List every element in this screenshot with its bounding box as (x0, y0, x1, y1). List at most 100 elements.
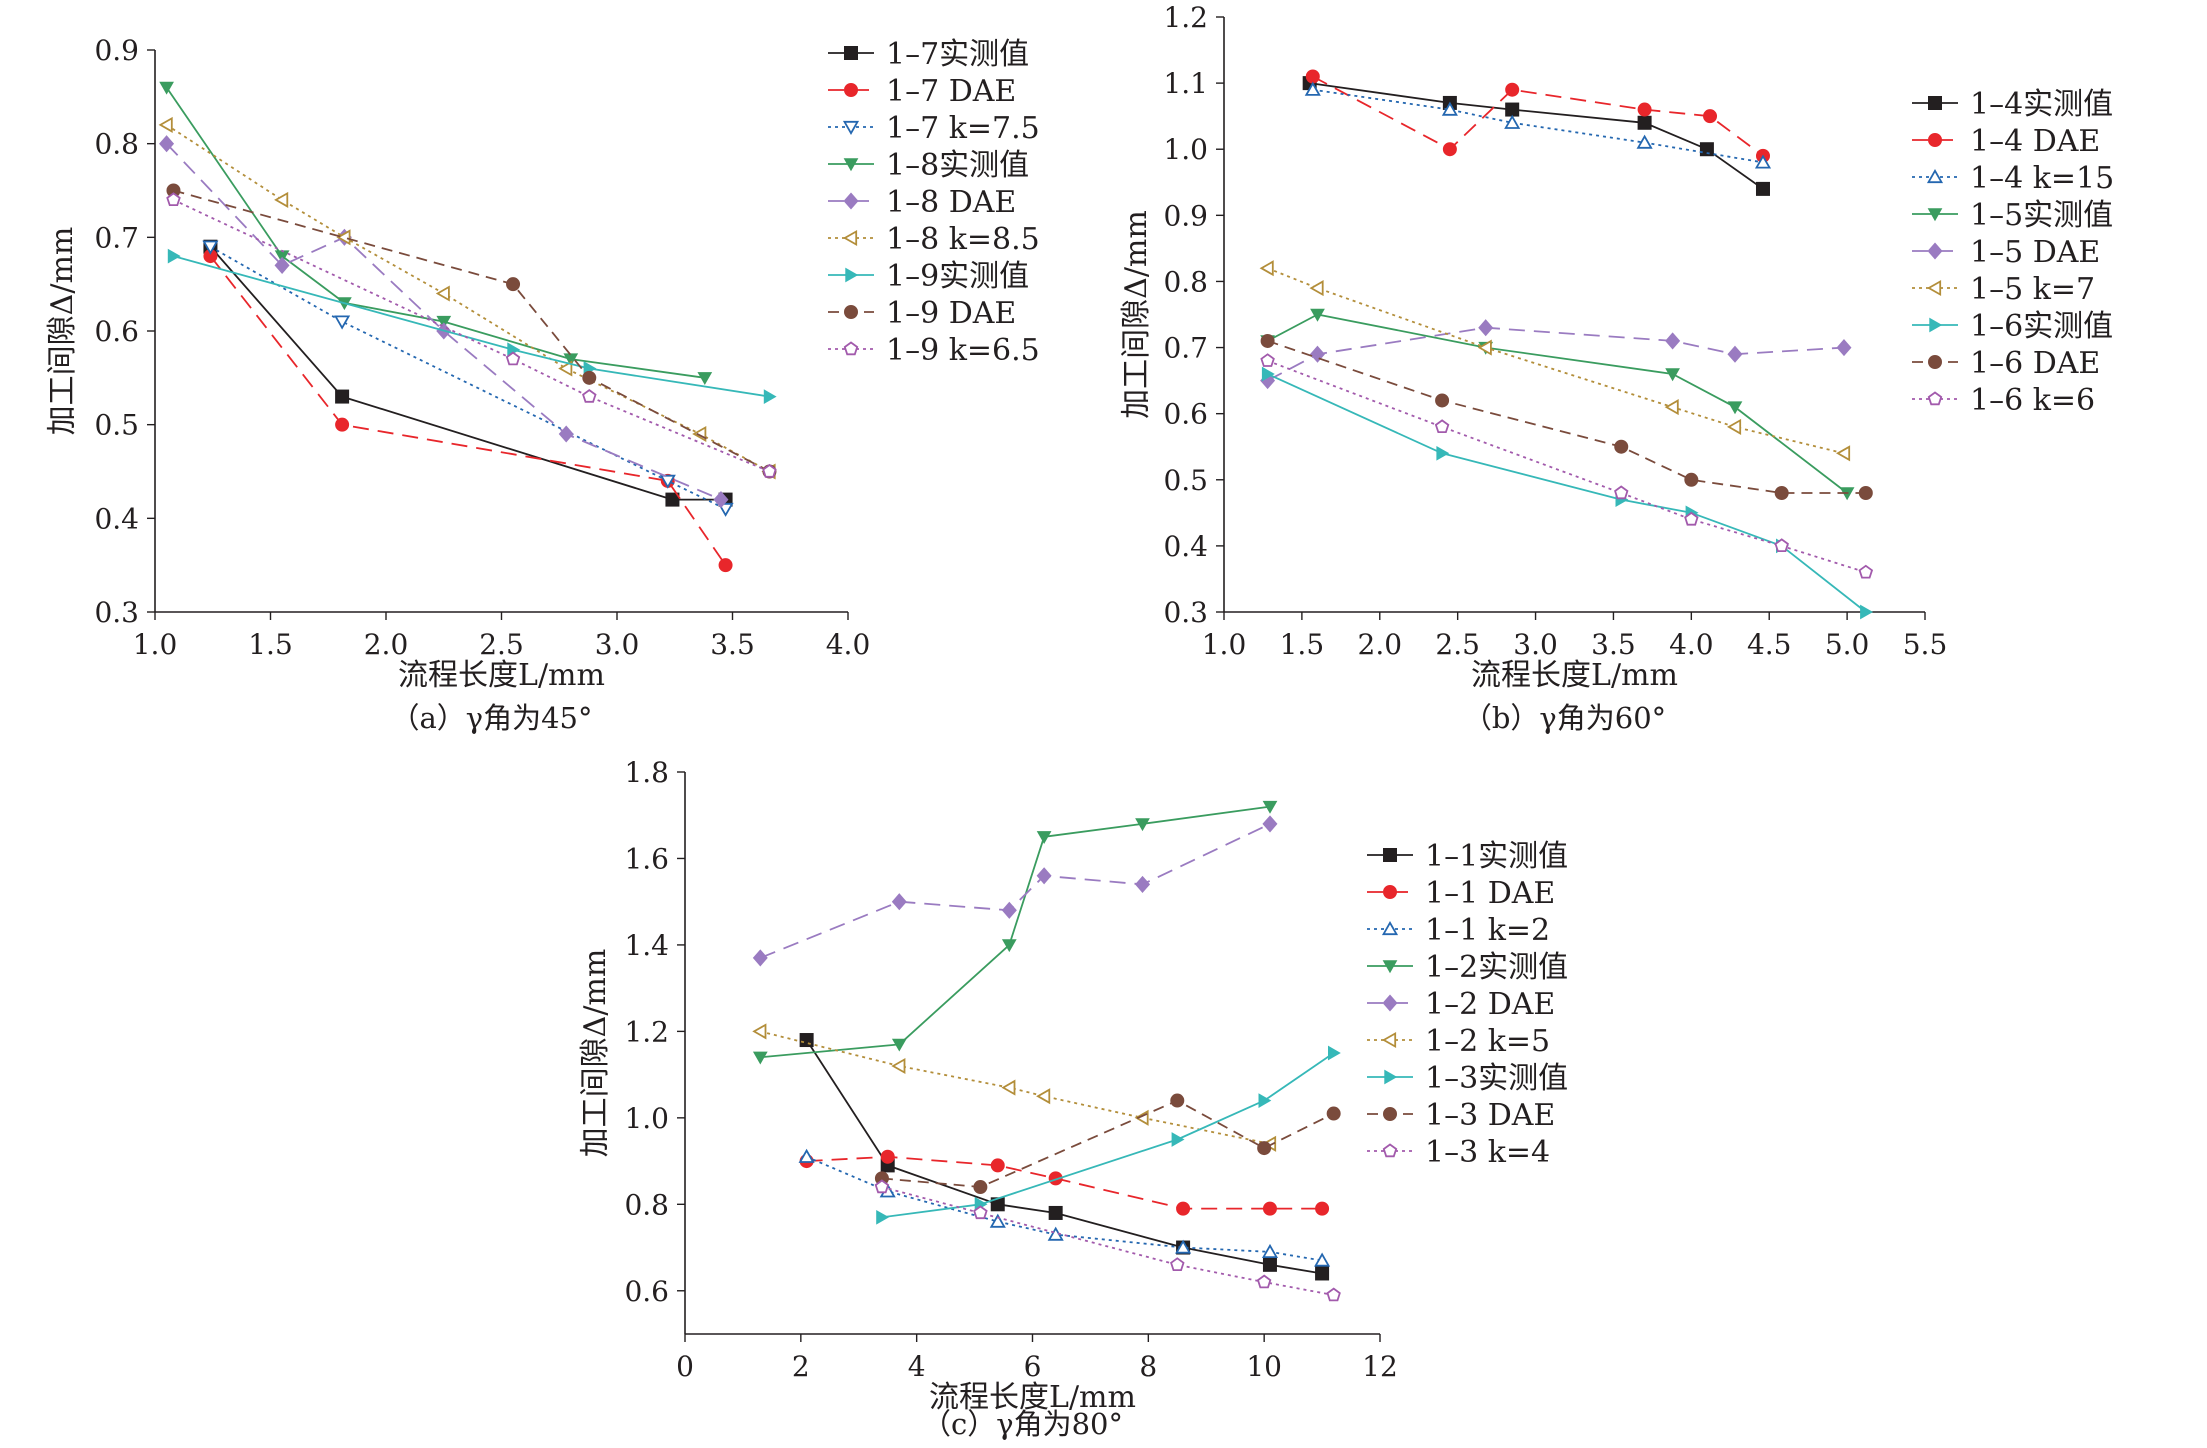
data-point (1858, 564, 1874, 579)
data-point (1703, 109, 1718, 124)
legend-item: 1–7实测值 (828, 37, 1029, 72)
legend-label: 1–9 DAE (886, 296, 1016, 331)
series-6 (1259, 260, 1851, 462)
y-tick-label: 1.1 (1163, 67, 1208, 100)
y-tick-label: 1.2 (1163, 1, 1208, 34)
x-tick-label: 12 (1362, 1350, 1398, 1383)
legend-label: 1–9 k=6.5 (886, 333, 1040, 368)
legend-marker (1383, 848, 1397, 862)
data-point (1001, 901, 1017, 919)
data-point (1505, 82, 1520, 97)
data-point (798, 1148, 815, 1163)
data-point (989, 1213, 1006, 1228)
legend-item: 1–1 DAE (1367, 876, 1555, 911)
legend-label: 1–6实测值 (1970, 309, 2113, 344)
series-line (173, 189, 770, 473)
legend-item: 1–4 DAE (1912, 124, 2100, 159)
data-point (436, 315, 452, 329)
series-line (1267, 359, 1867, 574)
data-point (713, 491, 729, 509)
series-line (1267, 267, 1845, 455)
y-tick-label: 0.8 (1163, 265, 1208, 298)
series-line (759, 823, 1271, 959)
data-point (1860, 604, 1874, 620)
data-point (1441, 101, 1458, 116)
legend-item: 1–8 k=8.5 (828, 222, 1040, 257)
data-point (1257, 1141, 1272, 1156)
data-point (166, 192, 181, 207)
data-point (1048, 1171, 1063, 1186)
data-point (1262, 1201, 1277, 1216)
y-tick-label: 0.7 (94, 221, 139, 254)
legend-marker (843, 341, 859, 356)
legend-item: 1–4 k=15 (1912, 161, 2114, 196)
legend-label: 1–2 k=5 (1425, 1024, 1550, 1059)
y-tick-label: 0.6 (624, 1275, 669, 1308)
series-9 (1260, 353, 1874, 579)
data-point (1637, 102, 1652, 117)
legend-item: 1–8实测值 (828, 148, 1029, 183)
panel-caption: （c）γ角为80° (922, 1407, 1123, 1441)
data-point (158, 116, 173, 133)
legend-marker (843, 192, 859, 210)
series-line (209, 246, 726, 501)
y-tick-label: 0.5 (1163, 464, 1208, 497)
series-line (173, 199, 770, 473)
data-point (1135, 875, 1151, 893)
x-tick-label: 2.5 (479, 628, 524, 661)
y-tick-label: 0.7 (1163, 332, 1208, 365)
legend-label: 1–7 DAE (886, 74, 1016, 109)
data-point (1478, 319, 1494, 337)
legend-marker (1928, 133, 1942, 147)
legend-item: 1–5实测值 (1912, 198, 2113, 233)
data-point (1328, 1045, 1341, 1061)
data-point (665, 492, 680, 507)
x-tick-label: 10 (1246, 1350, 1282, 1383)
data-point (1835, 445, 1851, 462)
legend-marker (1383, 1107, 1397, 1121)
x-tick-label: 3.5 (710, 628, 755, 661)
legend-marker (1927, 208, 1943, 222)
data-point (1310, 308, 1325, 322)
series-3 (1304, 81, 1772, 169)
legend-item: 1–9 k=6.5 (828, 333, 1040, 368)
series-7 (876, 1045, 1341, 1225)
legend-label: 1–7实测值 (886, 37, 1029, 72)
x-axis-title: 流程长度L/mm (1471, 658, 1678, 693)
data-point (990, 1158, 1005, 1173)
legend-item: 1–3 DAE (1367, 1098, 1555, 1133)
legend-label: 1–8 k=8.5 (886, 222, 1040, 257)
data-point (159, 135, 175, 153)
data-point (752, 949, 768, 967)
legend-label: 1–3实测值 (1425, 1061, 1568, 1096)
legend-item: 1–6实测值 (1912, 309, 2113, 344)
series-4 (752, 800, 1278, 1065)
panel-caption: （b）γ角为60° (1463, 701, 1666, 735)
x-tick-label: 4.0 (1669, 628, 1714, 661)
series-line (760, 805, 1271, 1059)
series-line (1312, 75, 1764, 157)
legend-label: 1–1实测值 (1425, 839, 1568, 874)
legend-label: 1–6 DAE (1970, 346, 2100, 381)
legend-label: 1–8 DAE (886, 185, 1016, 220)
data-point (1726, 418, 1742, 435)
data-point (1684, 511, 1699, 526)
legend-marker (1927, 242, 1943, 260)
legend-item: 1–4实测值 (1912, 87, 2113, 122)
x-tick-label: 1.0 (133, 628, 178, 661)
data-point (1258, 1093, 1272, 1108)
y-tick-label: 0.8 (624, 1188, 669, 1221)
data-point (659, 474, 676, 489)
data-point (1176, 1201, 1191, 1216)
data-point (335, 389, 350, 404)
data-point (1315, 1201, 1330, 1216)
data-point (558, 425, 574, 443)
legend-item: 1–5 DAE (1912, 235, 2100, 270)
data-point (697, 372, 713, 386)
y-tick-label: 0.5 (94, 409, 139, 442)
data-point (1774, 538, 1789, 552)
y-tick-label: 0.3 (1163, 596, 1208, 629)
data-point (692, 425, 707, 443)
data-point (717, 502, 734, 517)
data-point (506, 277, 521, 292)
